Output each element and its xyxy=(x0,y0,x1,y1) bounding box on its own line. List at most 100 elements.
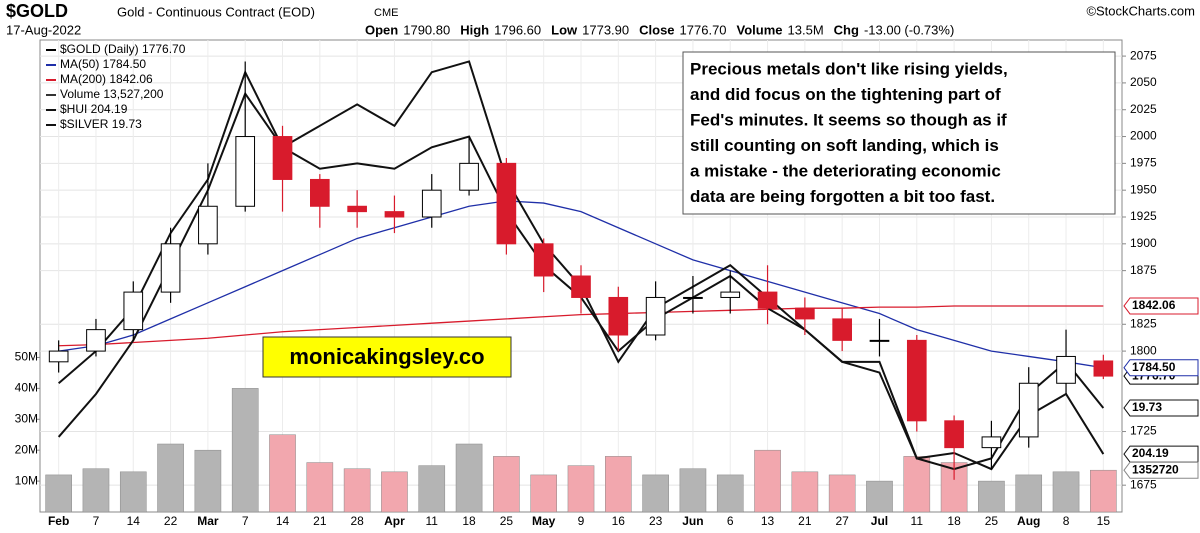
volume-bar xyxy=(605,456,632,513)
date: 17-Aug-2022 xyxy=(6,22,81,37)
x-tick-label: Aug xyxy=(1017,514,1040,528)
candle-body xyxy=(683,296,703,299)
candle-body xyxy=(1093,360,1114,377)
stat-value: 1773.90 xyxy=(582,22,629,37)
x-tick-label: 9 xyxy=(578,514,585,528)
volume-bar xyxy=(418,465,446,513)
candle-body xyxy=(459,162,479,191)
annotation-line: a mistake - the deteriorating economic xyxy=(690,161,1001,180)
annotation-box xyxy=(682,51,1116,215)
candle-body xyxy=(198,205,218,245)
candle-body xyxy=(906,339,927,422)
candle-body xyxy=(981,436,1002,449)
x-tick-label: 13 xyxy=(761,514,775,528)
value-tag-label: 1352720 xyxy=(1132,462,1179,476)
description: Gold - Continuous Contract (EOD) xyxy=(117,4,315,19)
x-tick-label: Jun xyxy=(682,514,703,528)
stat-label: Low xyxy=(551,22,578,37)
value-tag xyxy=(1123,399,1199,417)
candle-body xyxy=(384,211,405,218)
x-tick-label: 7 xyxy=(242,514,249,528)
stat-label: Chg xyxy=(834,22,859,37)
volume-bar xyxy=(119,471,147,513)
y2-tick-label: 40M xyxy=(15,381,38,395)
candle-body xyxy=(795,307,815,320)
candle-body xyxy=(160,243,181,293)
candle-body xyxy=(1018,382,1039,438)
volume-bar xyxy=(194,449,222,513)
stat-value: 1796.60 xyxy=(494,22,541,37)
volume-bar xyxy=(231,388,259,513)
x-tick-label: 14 xyxy=(127,514,141,528)
legend-label: MA(200) 1842.06 xyxy=(60,72,153,86)
y2-tick-label: 20M xyxy=(15,442,38,456)
exchange: CME xyxy=(374,7,398,19)
annotation-line: data are being forgotten a bit too fast. xyxy=(690,187,995,206)
value-tag-label: 204.19 xyxy=(1132,446,1169,460)
candle-body xyxy=(1056,355,1076,384)
y-tick-label: 1875 xyxy=(1130,263,1157,277)
source: ©StockCharts.com xyxy=(1086,3,1195,18)
volume-bar xyxy=(978,480,1005,513)
y-tick-label: 1925 xyxy=(1130,209,1157,223)
volume-bar xyxy=(493,456,520,513)
candle-body xyxy=(235,136,256,207)
candle-body xyxy=(310,178,330,207)
x-tick-label: 28 xyxy=(350,514,364,528)
y-tick-label: 2025 xyxy=(1130,102,1157,116)
candle-body xyxy=(645,296,666,336)
watermark: monicakingsley.co xyxy=(289,344,484,369)
volume-bar xyxy=(269,434,296,513)
y2-tick-label: 30M xyxy=(15,411,38,425)
volume-bar xyxy=(343,468,371,513)
volume-panel xyxy=(45,388,1117,513)
stat-value: -13.00 (-0.73%) xyxy=(864,22,954,37)
x-tick-label: 15 xyxy=(1097,514,1111,528)
volume-bar xyxy=(866,480,893,513)
legend-label: $GOLD (Daily) 1776.70 xyxy=(60,42,186,56)
volume-bar xyxy=(567,465,595,513)
x-tick-label: May xyxy=(532,514,556,528)
y-tick-label: 2075 xyxy=(1130,48,1157,62)
y-tick-label: 1800 xyxy=(1130,343,1157,357)
candle-body xyxy=(48,350,69,363)
watermark-box xyxy=(262,336,512,378)
stat-value: 1776.70 xyxy=(680,22,727,37)
y-tick-label: 1900 xyxy=(1130,236,1157,250)
annotation-line: Fed's minutes. It seems so though as if xyxy=(690,110,1007,129)
y-tick-label: 1725 xyxy=(1130,424,1157,438)
candles xyxy=(48,61,1114,480)
annotation-line: and did focus on the tightening part of xyxy=(690,85,1001,104)
stat-label: High xyxy=(460,22,489,37)
y-tick-label: 2050 xyxy=(1130,75,1157,89)
volume-bar xyxy=(679,468,707,513)
x-tick-label: 6 xyxy=(727,514,734,528)
y2-tick-label: 10M xyxy=(15,473,38,487)
x-tick-label: 22 xyxy=(164,514,178,528)
volume-bar xyxy=(157,443,184,513)
y-tick-label: 1675 xyxy=(1130,477,1157,491)
x-tick-label: Feb xyxy=(48,514,69,528)
volume-bar xyxy=(903,456,931,513)
candle-body xyxy=(832,318,853,341)
volume-bar xyxy=(1090,469,1117,513)
volume-bar xyxy=(381,471,408,513)
y-tick-label: 1950 xyxy=(1130,182,1157,196)
x-tick-label: 8 xyxy=(1063,514,1070,528)
candle-body xyxy=(608,296,629,336)
legend-label: $SILVER 19.73 xyxy=(60,117,142,131)
candle-body xyxy=(944,420,964,449)
x-tick-label: 21 xyxy=(313,514,327,528)
stat-label: Volume xyxy=(737,22,783,37)
x-tick-label: Apr xyxy=(384,514,405,528)
stat-label: Close xyxy=(639,22,674,37)
annotation-line: Precious metals don't like rising yields… xyxy=(690,59,1008,78)
legend-label: MA(50) 1784.50 xyxy=(60,57,146,71)
legend-label: Volume 13,527,200 xyxy=(60,87,164,101)
y-tick-label: 1975 xyxy=(1130,156,1157,170)
volume-bar xyxy=(716,474,744,513)
x-tick-label: 25 xyxy=(500,514,514,528)
volume-bar xyxy=(530,474,557,513)
